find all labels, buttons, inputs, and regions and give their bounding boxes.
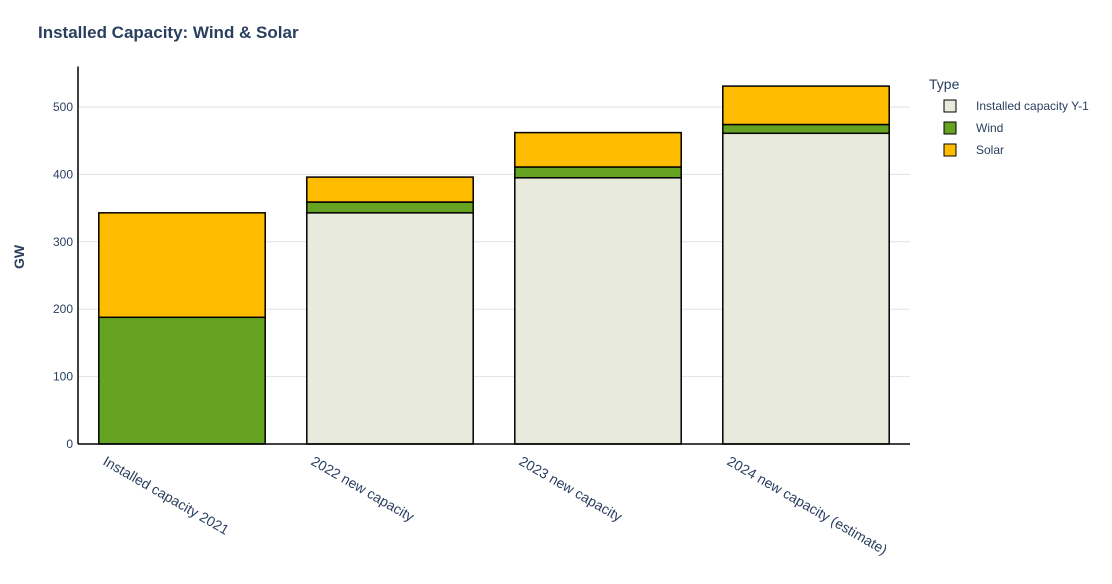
bar-0-series-2 — [98, 212, 266, 319]
legend-label-2: Solar — [976, 143, 1004, 157]
x-tick-labels: Installed capacity 2021 2022 new capacity… — [101, 453, 891, 558]
bar-1-series-2 — [306, 176, 474, 203]
y-tick-label-100: 100 — [53, 370, 73, 384]
y-tick-label-200: 200 — [53, 302, 73, 316]
bars — [98, 85, 890, 445]
y-axis-label: GW — [11, 244, 27, 269]
bar-2-series-1 — [514, 166, 682, 179]
legend-items: Installed capacity Y-1 Wind Solar — [943, 99, 1089, 157]
x-tick-label-0: Installed capacity 2021 — [101, 453, 233, 538]
bar-2-series-0 — [514, 177, 682, 445]
bar-3-series-2 — [722, 85, 890, 126]
legend: Type Installed capacity Y-1 Wind Solar — [929, 76, 1089, 157]
chart-title: Installed Capacity: Wind & Solar — [38, 23, 299, 42]
legend-swatch-1 — [943, 121, 957, 135]
legend-swatch-2 — [943, 143, 957, 157]
y-tick-labels: 0 100 200 300 400 500 — [53, 100, 73, 451]
x-tick-label-2: 2023 new capacity — [517, 453, 625, 525]
bar-3-series-1 — [722, 123, 890, 135]
bar-3-series-0 — [722, 132, 890, 445]
legend-label-1: Wind — [976, 121, 1003, 135]
bar-0-series-1 — [98, 316, 266, 445]
legend-title: Type — [929, 76, 960, 92]
x-tick-label-1: 2022 new capacity — [309, 453, 417, 525]
bar-1-series-0 — [306, 212, 474, 445]
axes — [77, 66, 910, 445]
y-tick-label-300: 300 — [53, 235, 73, 249]
x-tick-label-3: 2024 new capacity (estimate) — [725, 453, 891, 558]
y-tick-label-400: 400 — [53, 167, 73, 181]
y-tick-label-0: 0 — [66, 437, 73, 451]
y-tick-label-500: 500 — [53, 100, 73, 114]
bar-2-series-2 — [514, 131, 682, 168]
legend-swatch-0 — [943, 99, 957, 113]
legend-label-0: Installed capacity Y-1 — [976, 99, 1089, 113]
bar-1-series-1 — [306, 201, 474, 214]
